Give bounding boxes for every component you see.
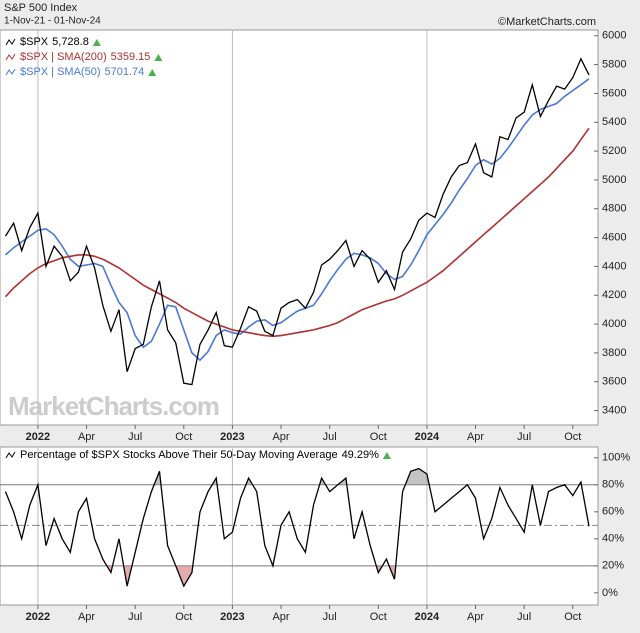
- series-line: [4, 467, 590, 588]
- legend-name: $SPX | SMA(200): [20, 51, 107, 63]
- date-range: 1-Nov-21 - 01-Nov-24: [4, 16, 101, 27]
- x-tick-label: Oct: [175, 611, 192, 623]
- x-tick-label: 2024: [415, 611, 440, 623]
- legend-icon: [5, 68, 16, 76]
- y-tick-label: 100%: [602, 452, 630, 464]
- up-arrow: [92, 39, 101, 46]
- series-line: [4, 78, 590, 362]
- watermark: MarketCharts.com: [8, 391, 219, 421]
- legend-icon: [5, 38, 16, 46]
- x-tick-label: Jul: [517, 611, 531, 623]
- legend-value: 5701.74: [105, 66, 145, 78]
- y-tick-label: 60%: [602, 506, 624, 518]
- x-tick-label: Apr: [272, 611, 289, 623]
- chart-title: S&P 500 Index: [4, 2, 78, 14]
- x-tick-label: Oct: [370, 431, 387, 443]
- x-tick-label: Jul: [323, 431, 337, 443]
- credit: ©MarketCharts.com: [498, 16, 596, 28]
- x-tick-label: 2022: [26, 611, 50, 623]
- y-tick-label: 4000: [602, 318, 626, 330]
- y-tick-label: 4600: [602, 231, 626, 243]
- legend-value: 49.29%: [342, 449, 380, 461]
- y-tick-label: 4800: [602, 203, 626, 215]
- up-arrow: [148, 69, 157, 76]
- y-tick-label: 3400: [602, 404, 626, 416]
- legend-value: 5359.15: [111, 51, 151, 63]
- y-tick-label: 3600: [602, 376, 626, 388]
- x-tick-label: Apr: [78, 431, 95, 443]
- y-tick-label: 6000: [602, 30, 626, 42]
- y-tick-label: 5400: [602, 116, 626, 128]
- x-tick-label: Oct: [564, 611, 581, 623]
- up-arrow: [382, 452, 391, 459]
- x-tick-label: Oct: [175, 431, 192, 443]
- x-tick-label: Apr: [467, 431, 484, 443]
- y-tick-label: 20%: [602, 560, 624, 572]
- x-tick-label: 2023: [220, 431, 244, 443]
- x-tick-label: Jul: [517, 431, 531, 443]
- x-tick-label: Apr: [272, 431, 289, 443]
- legend-name: $SPX: [20, 36, 49, 48]
- x-tick-label: 2024: [415, 431, 440, 443]
- y-tick-label: 5600: [602, 87, 626, 99]
- y-tick-label: 5200: [602, 145, 626, 157]
- x-tick-label: Apr: [78, 611, 95, 623]
- x-tick-label: Apr: [467, 611, 484, 623]
- breadth-panel: [0, 446, 599, 606]
- legend-icon: [5, 53, 16, 61]
- price-panel: [0, 29, 599, 426]
- legend-icon: [5, 451, 16, 459]
- up-arrow: [154, 54, 163, 61]
- legend-name: Percentage of $SPX Stocks Above Their 50…: [20, 449, 338, 461]
- y-tick-label: 5000: [602, 174, 626, 186]
- series-line: [4, 57, 590, 386]
- y-tick-label: 4200: [602, 289, 626, 301]
- y-tick-label: 4400: [602, 260, 626, 272]
- x-tick-label: Oct: [564, 431, 581, 443]
- legend-name: $SPX | SMA(50): [20, 66, 101, 78]
- legend-value: 5,728.8: [52, 36, 89, 48]
- x-tick-label: Jul: [128, 611, 142, 623]
- y-tick-label: 80%: [602, 479, 624, 491]
- x-tick-label: Jul: [323, 611, 337, 623]
- y-tick-label: 5800: [602, 59, 626, 71]
- x-tick-label: 2022: [26, 431, 50, 443]
- y-tick-label: 40%: [602, 533, 624, 545]
- x-tick-label: Jul: [128, 431, 142, 443]
- x-tick-label: Oct: [370, 611, 387, 623]
- y-tick-label: 0%: [602, 587, 618, 599]
- y-tick-label: 3800: [602, 347, 626, 359]
- x-tick-label: 2023: [220, 611, 244, 623]
- series-line: [4, 127, 590, 338]
